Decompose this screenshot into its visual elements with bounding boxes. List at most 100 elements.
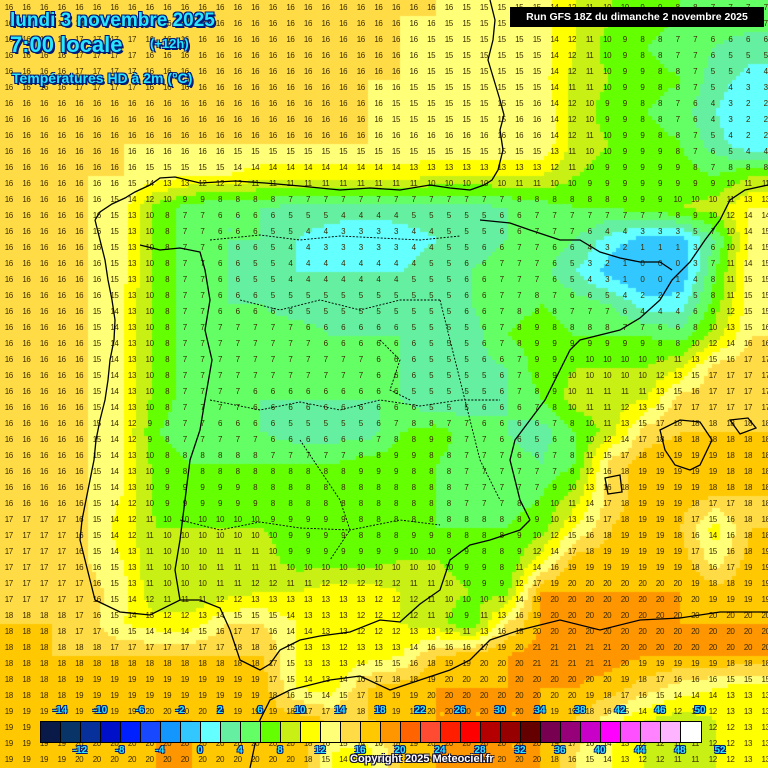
temperature-value: 18 xyxy=(673,435,683,444)
temperature-value: 8 xyxy=(464,515,469,524)
temperature-value: 11 xyxy=(515,563,523,572)
temperature-value: 19 xyxy=(75,691,84,700)
temperature-value: 16 xyxy=(75,387,84,396)
temperature-value: 10 xyxy=(145,355,155,364)
temperature-value: 8 xyxy=(253,195,258,204)
temperature-value: 5 xyxy=(464,323,469,332)
temperature-value: 15 xyxy=(127,179,137,188)
temperature-value: 8 xyxy=(411,483,416,492)
temperature-value: 18 xyxy=(743,515,753,524)
temperature-value: 17 xyxy=(620,691,630,700)
temperature-value: 16 xyxy=(374,99,383,108)
temperature-value: 20 xyxy=(145,755,155,764)
temperature-value: 6 xyxy=(288,307,293,316)
temperature-value: 16 xyxy=(75,147,84,156)
temperature-value: 15 xyxy=(233,611,243,620)
temperature-value: 17 xyxy=(57,579,67,588)
temperature-value: 7 xyxy=(182,435,187,444)
temperature-value: 10 xyxy=(462,579,471,588)
temperature-value: 19 xyxy=(180,675,190,684)
temperature-value: 15 xyxy=(515,51,524,60)
temperature-value: 15 xyxy=(92,483,102,492)
temperature-value: 16 xyxy=(268,131,278,140)
temperature-value: 15 xyxy=(127,627,137,636)
temperature-value: 11 xyxy=(585,67,594,76)
temperature-value: 15 xyxy=(462,19,471,28)
temperature-value: 7 xyxy=(534,259,539,268)
temperature-value: 19 xyxy=(708,451,718,460)
temperature-value: 13 xyxy=(515,163,524,172)
temperature-value: 6 xyxy=(552,435,557,444)
temperature-value: 10 xyxy=(585,99,595,108)
temperature-value: 6 xyxy=(270,387,275,396)
temperature-value: 10 xyxy=(708,195,718,204)
temperature-value: 15 xyxy=(761,275,768,284)
temperature-value: 20 xyxy=(638,595,647,604)
temperature-value: 16 xyxy=(251,131,260,140)
temperature-value: 15 xyxy=(110,211,119,220)
temperature-value: 7 xyxy=(499,467,504,476)
temperature-value: 11 xyxy=(304,579,312,588)
temperature-value: 5 xyxy=(288,291,293,300)
temperature-value: 18 xyxy=(57,659,67,668)
temperature-value: 15 xyxy=(479,147,489,156)
temperature-value: 11 xyxy=(304,179,312,188)
temperature-value: 19 xyxy=(620,531,630,540)
temperature-value: 18 xyxy=(22,659,31,668)
temperature-value: 6 xyxy=(217,211,223,220)
temperature-value: 15 xyxy=(374,147,383,156)
temperature-value: 15 xyxy=(444,83,454,92)
temperature-value: 20 xyxy=(567,611,577,620)
temperature-value: 9 xyxy=(710,179,715,188)
temperature-value: 8 xyxy=(323,499,328,508)
model-run-banner: Run GFS 18Z du dimanche 2 novembre 2025 xyxy=(510,7,764,27)
temperature-value: 16 xyxy=(251,83,260,92)
temperature-value: 7 xyxy=(569,211,575,220)
temperature-value: 14 xyxy=(145,627,155,636)
temperature-value: 16 xyxy=(75,195,84,204)
temperature-value: 16 xyxy=(4,291,14,300)
temperature-value: 15 xyxy=(286,643,295,652)
temperature-value: 7 xyxy=(235,371,240,380)
temperature-value: 20 xyxy=(691,611,700,620)
temperature-value: 6 xyxy=(253,403,258,412)
temperature-value: 21 xyxy=(603,659,612,668)
temperature-value: 18 xyxy=(515,627,524,636)
temperature-value: 16 xyxy=(110,163,119,172)
legend-swatch xyxy=(401,722,421,742)
temperature-value: 9 xyxy=(182,483,187,492)
temperature-value: 15 xyxy=(462,35,471,44)
temperature-value: 9 xyxy=(675,179,680,188)
temperature-value: 12 xyxy=(180,611,190,620)
temperature-value: 16 xyxy=(163,115,172,124)
temperature-value: 3 xyxy=(393,227,399,236)
temperature-value: 13 xyxy=(303,595,313,604)
temperature-value: 8 xyxy=(657,51,663,60)
temperature-value: 6 xyxy=(693,115,698,124)
temperature-value: 10 xyxy=(444,611,454,620)
temperature-value: 11 xyxy=(198,595,207,604)
temperature-value: 10 xyxy=(567,483,577,492)
temperature-value: 17 xyxy=(374,675,383,684)
temperature-value: 12 xyxy=(391,611,401,620)
temperature-value: 8 xyxy=(481,515,487,524)
temperature-value: 9 xyxy=(147,419,152,428)
temperature-value: 17 xyxy=(743,387,753,396)
temperature-value: 9 xyxy=(640,83,645,92)
temperature-value: 7 xyxy=(200,403,205,412)
temperature-value: 18 xyxy=(409,675,419,684)
temperature-value: 16 xyxy=(268,627,278,636)
temperature-value: 16 xyxy=(4,339,14,348)
temperature-value: 15 xyxy=(198,627,207,636)
temperature-value: 10 xyxy=(603,83,612,92)
temperature-value: 9 xyxy=(200,195,205,204)
temperature-value: 20 xyxy=(479,691,489,700)
temperature-value: 16 xyxy=(198,147,207,156)
temperature-value: 20 xyxy=(585,595,595,604)
temperature-value: 16 xyxy=(57,339,67,348)
temperature-value: 20 xyxy=(620,659,630,668)
temperature-value: 15 xyxy=(515,35,524,44)
temperature-value: 10 xyxy=(163,531,172,540)
temperature-value: 17 xyxy=(4,579,14,588)
temperature-value: 5 xyxy=(446,275,451,284)
